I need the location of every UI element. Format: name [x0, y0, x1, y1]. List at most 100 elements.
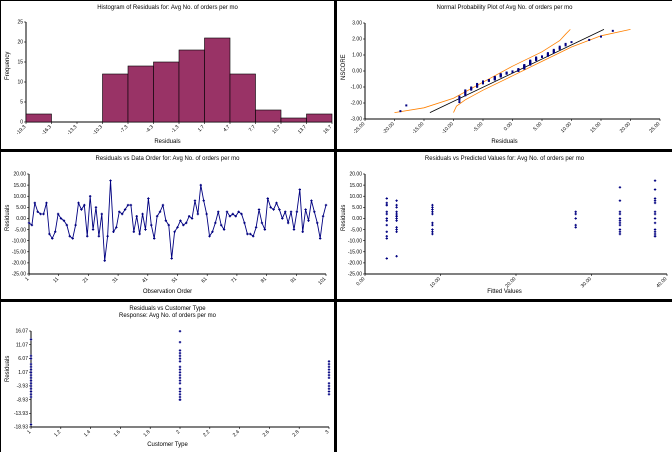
x-tick-label: -20.00: [382, 121, 396, 135]
data-point: [29, 376, 33, 380]
x-axis-label: Fitted Values: [487, 289, 522, 295]
data-point: [653, 179, 657, 182]
y-tick-label: 5.00: [16, 205, 26, 211]
data-point: [385, 210, 388, 213]
histogram-bar: [255, 109, 282, 123]
histogram-bar: [127, 65, 154, 123]
x-tick-label: 1.7: [197, 124, 206, 133]
data-point: [289, 210, 293, 213]
x-axis-label: Residuals: [491, 139, 518, 145]
fit-line: [429, 29, 605, 113]
data-point: [178, 371, 182, 374]
y-tick-label: 1.00: [352, 53, 362, 59]
data-point: [618, 199, 622, 202]
data-point: [100, 212, 103, 216]
x-tick-label: 2.8: [291, 429, 300, 438]
data-point: [395, 255, 398, 258]
data-point: [243, 221, 246, 225]
y-tick-label: -15.00: [348, 249, 362, 255]
data-point: [29, 390, 33, 393]
data-point: [395, 217, 398, 220]
data-point: [54, 230, 57, 233]
x-tick-label: 5.00: [532, 121, 543, 132]
data-point: [574, 217, 577, 220]
y-tick-label: 20.00: [13, 172, 26, 178]
data-point: [399, 110, 402, 113]
data-point: [179, 219, 182, 222]
data-point: [431, 210, 434, 213]
data-point: [286, 221, 290, 225]
data-point: [458, 97, 461, 100]
data-point: [29, 387, 33, 390]
residuals-customer-type-chart: -18.93 -13.93 -8.93 -3.93 1.07 6.07 11.07 16.07…: [14, 329, 331, 439]
residuals-customer-type-panel: Residuals vs Customer Type Response: Avg …: [1, 302, 334, 452]
y-tick-label: -8.93: [17, 397, 29, 403]
data-point: [281, 217, 284, 220]
data-point: [482, 80, 484, 83]
data-point: [155, 215, 159, 218]
residual-line: [28, 180, 327, 261]
x-tick-label: 13.7: [297, 124, 308, 135]
data-point: [182, 223, 185, 227]
histogram-bar: [25, 113, 52, 123]
data-point: [653, 230, 657, 233]
data-point: [395, 228, 398, 231]
data-point: [535, 56, 538, 59]
data-point: [327, 376, 331, 380]
data-point: [298, 188, 301, 191]
y-tick-label: 15: [17, 60, 23, 66]
data-point: [254, 226, 258, 229]
data-point: [546, 52, 549, 55]
y-tick-label: -20.00: [348, 261, 362, 267]
data-point: [385, 235, 388, 238]
data-point: [618, 186, 622, 189]
data-point: [30, 223, 34, 227]
data-point: [487, 78, 490, 81]
y-tick-label: 10.00: [349, 194, 362, 200]
data-point: [214, 221, 217, 225]
data-point: [144, 228, 147, 231]
residuals-order-chart: -25.00 -20.00 -15.00 -10.00 -5.00 0.00 5.00 10.…: [12, 172, 328, 287]
data-point: [56, 212, 60, 216]
histogram-bar: [306, 113, 333, 123]
y-tick-label: -10.00: [348, 238, 362, 244]
chart-title: Residuals vs Customer Type Response: Avg …: [1, 306, 334, 320]
data-point: [161, 203, 165, 207]
data-point: [257, 208, 261, 211]
data-point: [71, 237, 74, 240]
y-tick-label: 20: [17, 40, 23, 46]
data-point: [464, 94, 467, 97]
data-point: [225, 210, 229, 213]
x-tick-label: -10.00: [441, 121, 455, 135]
data-point: [574, 226, 577, 229]
data-point: [167, 223, 170, 227]
x-tick-label: 2.4: [232, 429, 241, 438]
data-point: [178, 373, 182, 377]
data-point: [33, 201, 37, 205]
data-point: [395, 226, 398, 229]
histogram-bar: [280, 117, 307, 123]
y-tick-label: 0.00: [16, 216, 26, 222]
data-point: [27, 221, 31, 225]
data-point: [193, 199, 197, 202]
y-axis-label: NSCORE: [341, 54, 347, 80]
data-point: [219, 223, 223, 227]
x-axis-label: Residuals: [154, 139, 181, 145]
data-point: [178, 395, 182, 399]
y-tick-label: -1.00: [351, 85, 363, 91]
data-point: [36, 210, 39, 213]
y-tick-label: 11.07: [16, 342, 28, 348]
data-point: [211, 230, 214, 233]
data-point: [29, 373, 33, 377]
data-point: [178, 376, 182, 380]
y-tick-label: 20.00: [349, 172, 362, 178]
histogram-chart: 0 5 10 15 20 25 -19.3 -16.3 -13.3 -10.3 -7.3 -4.3 -1…: [15, 20, 333, 137]
x-tick-label: 4.7: [222, 124, 231, 133]
x-tick-label: -5.00: [472, 121, 484, 133]
data-point: [126, 203, 130, 207]
data-point: [458, 98, 461, 101]
data-point: [29, 379, 33, 382]
data-point: [431, 212, 434, 216]
data-point: [395, 215, 398, 218]
data-point: [164, 219, 168, 222]
